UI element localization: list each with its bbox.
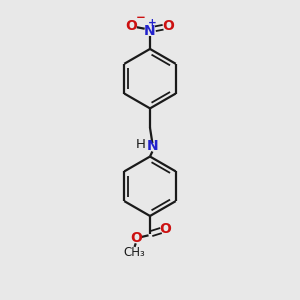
Text: N: N	[144, 24, 156, 38]
Text: N: N	[147, 139, 158, 153]
Text: CH₃: CH₃	[124, 246, 146, 259]
Text: O: O	[163, 19, 174, 33]
Text: O: O	[130, 231, 142, 245]
Text: O: O	[126, 19, 137, 33]
Text: O: O	[160, 222, 171, 236]
Text: H: H	[136, 138, 146, 151]
Text: −: −	[136, 11, 146, 24]
Text: +: +	[148, 18, 157, 28]
